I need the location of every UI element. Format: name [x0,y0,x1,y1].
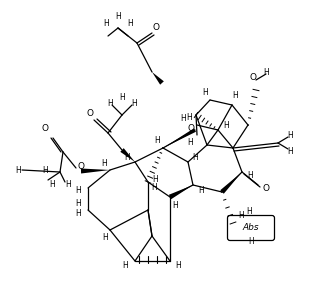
Text: H: H [127,19,133,28]
Text: O: O [187,123,195,133]
Text: H: H [107,98,113,108]
Polygon shape [152,72,164,85]
Text: H: H [119,93,125,101]
Polygon shape [169,185,193,199]
Text: H: H [263,68,269,76]
Text: H: H [180,113,186,123]
Text: H: H [172,201,178,210]
Text: H: H [287,146,293,156]
Text: O: O [263,183,269,193]
Text: H: H [49,180,55,188]
Text: H: H [187,138,193,146]
Text: H: H [42,166,48,175]
Polygon shape [81,168,110,173]
Text: H: H [152,175,158,183]
Text: H: H [198,186,204,195]
Text: H: H [75,210,81,218]
Text: H: H [202,88,208,96]
Text: H: H [15,166,21,175]
Text: H: H [192,153,198,161]
Text: H: H [175,260,181,270]
Polygon shape [120,148,135,162]
Text: H: H [247,171,253,180]
Text: O: O [152,23,160,31]
Text: H: H [154,136,160,144]
Text: H: H [115,11,121,21]
Text: H: H [238,211,244,220]
Text: O: O [87,108,94,118]
Polygon shape [220,172,242,194]
Text: Abs: Abs [243,223,259,233]
Text: H: H [75,186,81,195]
FancyBboxPatch shape [228,216,274,240]
Text: H: H [65,180,71,188]
Text: H: H [101,158,107,168]
Text: H: H [124,153,130,161]
Text: O: O [42,123,48,133]
Text: H: H [122,260,128,270]
Text: H: H [287,131,293,139]
Text: O: O [250,73,256,81]
Text: H: H [186,113,192,121]
Text: H: H [131,98,137,108]
Text: H: H [102,233,108,243]
Text: H: H [232,91,238,99]
Text: H: H [103,19,109,28]
Text: H: H [151,183,157,191]
Text: H: H [246,208,252,216]
Text: H: H [223,121,229,129]
Text: H: H [248,238,254,246]
Text: O: O [77,161,84,171]
Polygon shape [163,128,196,148]
Text: H: H [75,200,81,208]
